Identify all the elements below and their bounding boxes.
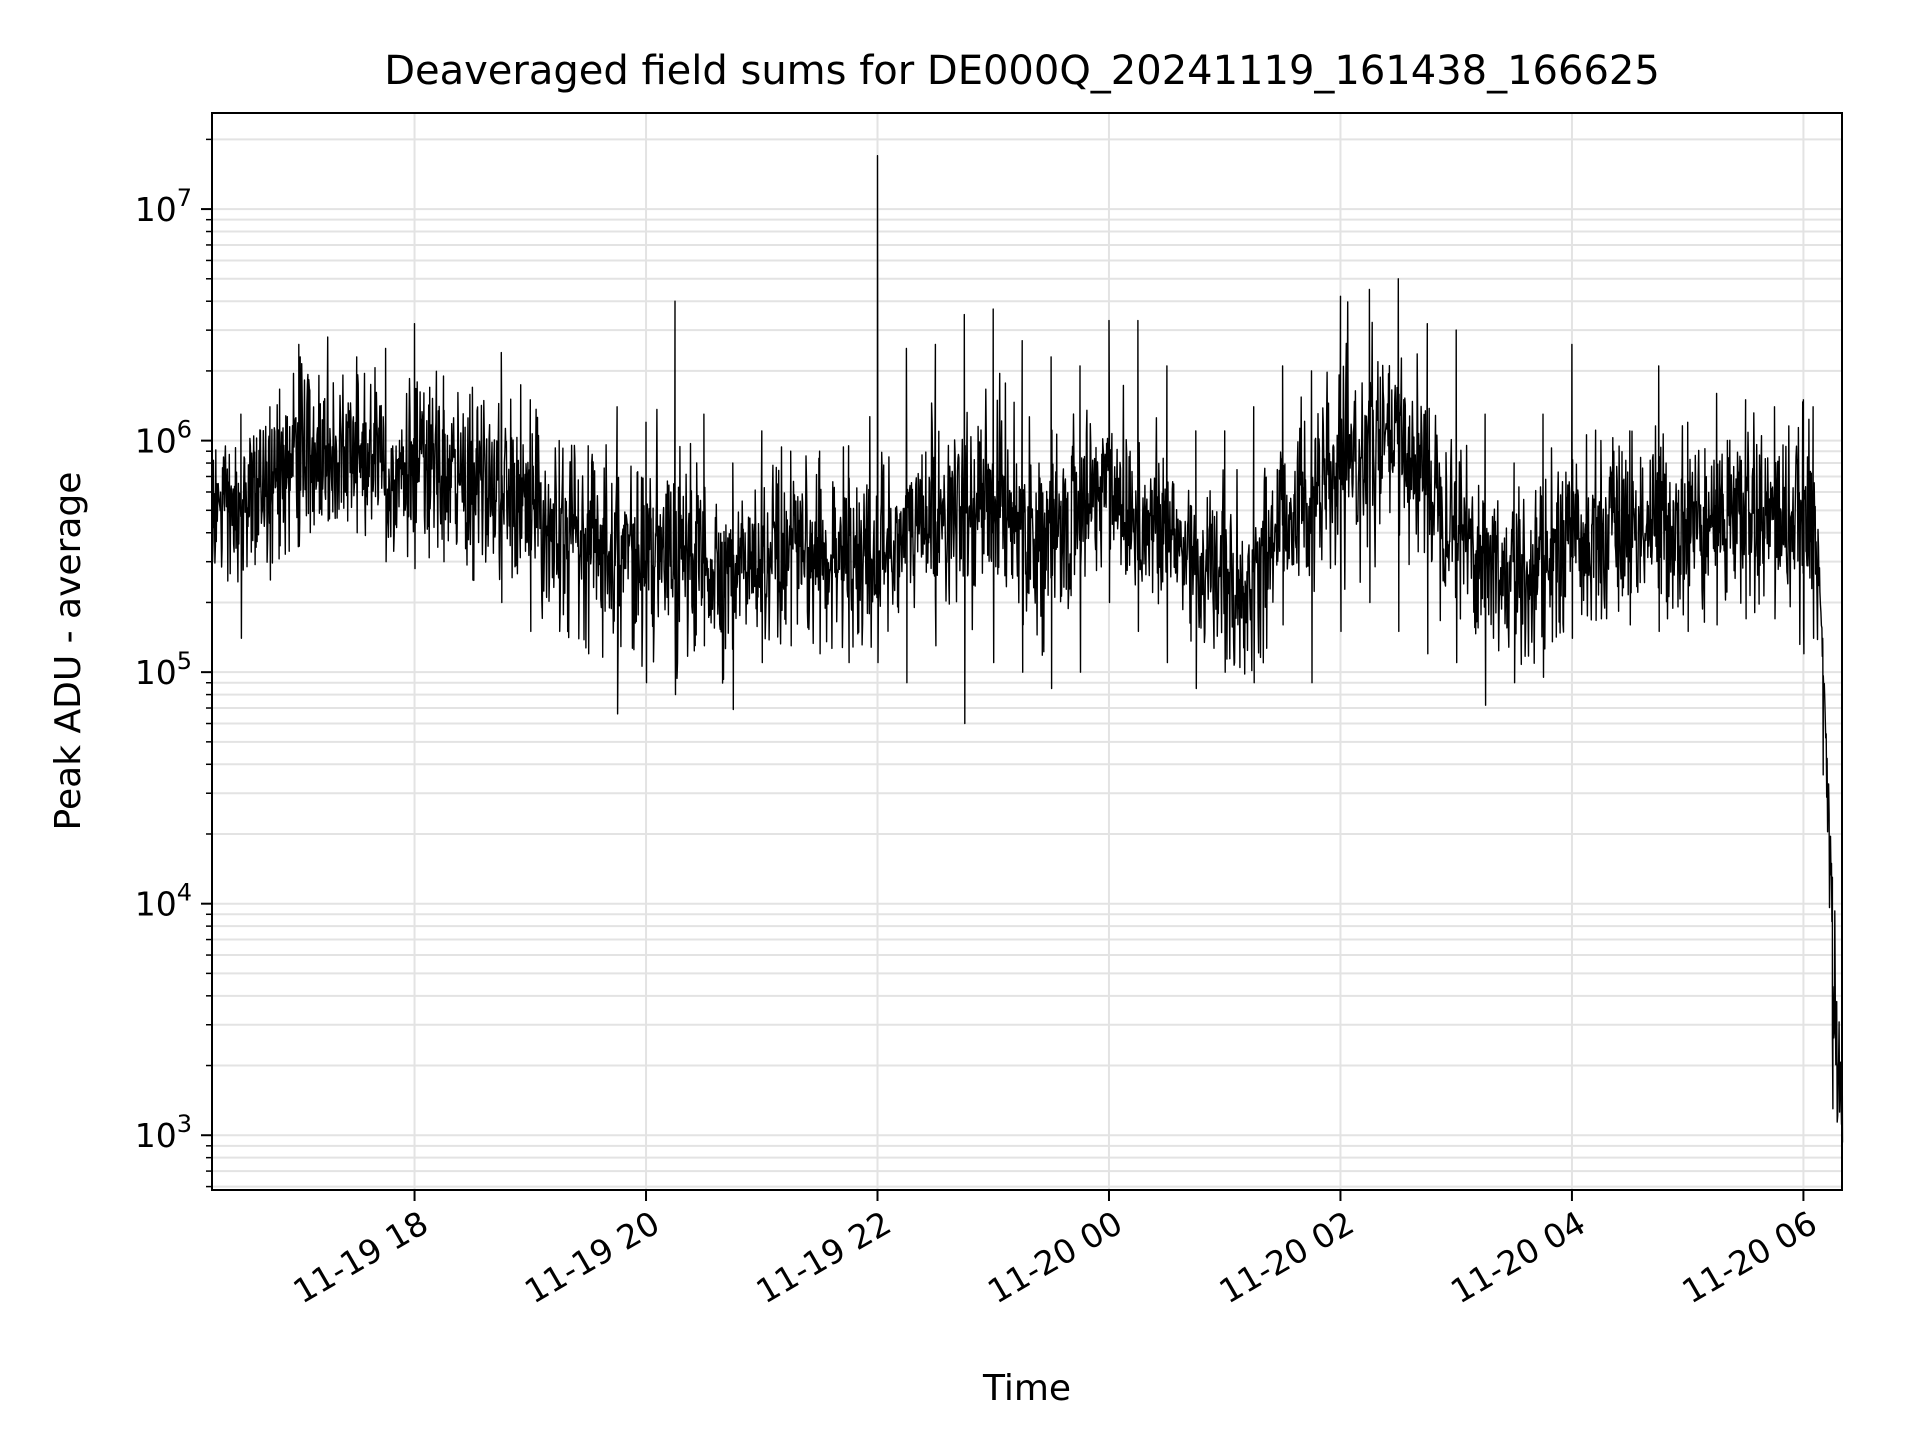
y-tick-label: 106 bbox=[135, 416, 192, 461]
y-tick-label: 104 bbox=[135, 879, 192, 924]
plot-area-frame bbox=[211, 112, 1843, 1191]
chart-title: Deaveraged field sums for DE000Q_2024111… bbox=[384, 48, 1660, 94]
series-line-0 bbox=[211, 155, 1844, 1143]
data-series bbox=[211, 155, 1844, 1143]
y-tick-label: 105 bbox=[135, 647, 192, 692]
y-tick-label: 107 bbox=[135, 184, 192, 229]
y-axis-label: Peak ADU - average bbox=[48, 472, 89, 831]
y-tick-label: 103 bbox=[135, 1110, 192, 1155]
x-axis-label: Time bbox=[982, 1368, 1071, 1409]
